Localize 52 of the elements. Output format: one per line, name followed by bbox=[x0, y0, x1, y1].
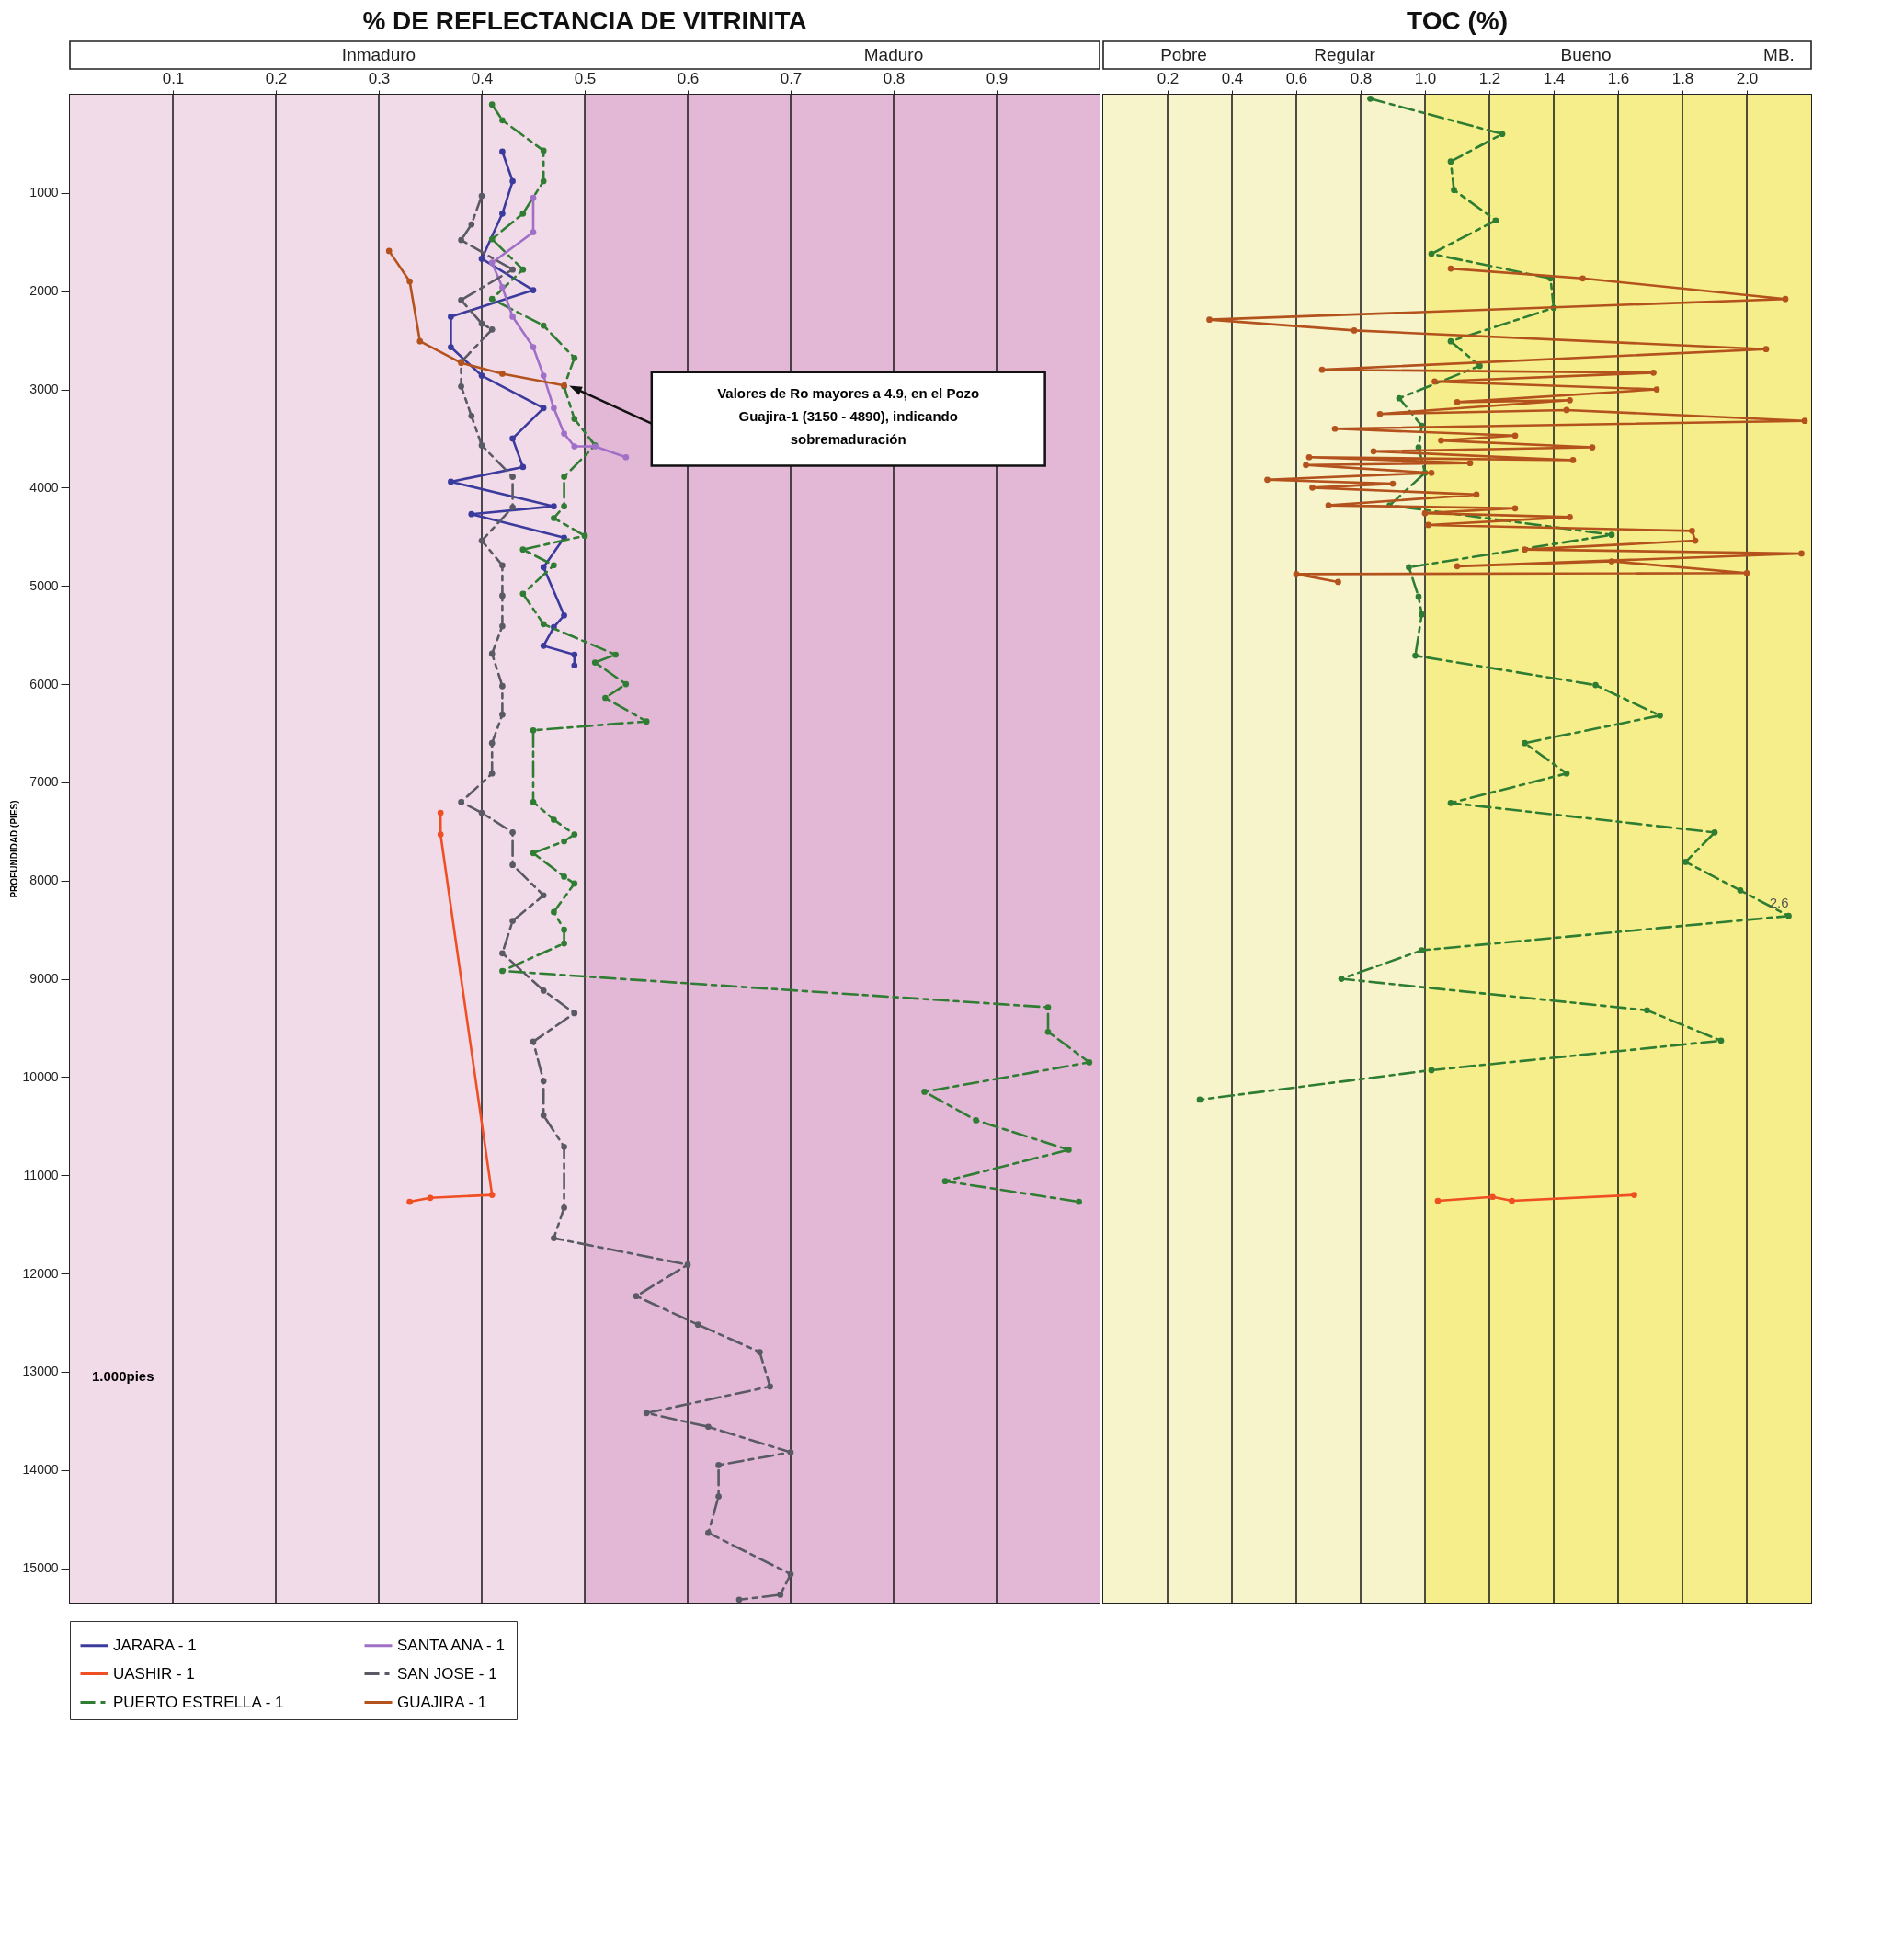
x-tick-label: 0.5 bbox=[574, 69, 597, 87]
x-tick-label: 0.9 bbox=[986, 69, 1009, 87]
y-axis-title: PROFUNDIDAD (PIES) bbox=[8, 800, 19, 898]
x-tick-label: 1.8 bbox=[1671, 69, 1694, 87]
annotation: Pobre bbox=[1160, 45, 1207, 64]
legend-label: PUERTO ESTRELLA - 1 bbox=[113, 1693, 284, 1711]
x-tick-label: 0.8 bbox=[1350, 69, 1373, 87]
y-tick-label: 11000 bbox=[23, 1167, 59, 1182]
y-tick-label: 8000 bbox=[29, 873, 59, 888]
x-tick-label: 0.6 bbox=[1285, 69, 1308, 87]
y-tick-label: 9000 bbox=[29, 971, 59, 987]
legend-label: JARARA - 1 bbox=[113, 1636, 197, 1654]
chart-title: TOC (%) bbox=[1407, 6, 1508, 36]
x-tick-label: 1.0 bbox=[1414, 69, 1437, 87]
x-tick-label: 0.6 bbox=[677, 69, 700, 87]
annotation: 2.6 bbox=[1769, 895, 1789, 911]
annotation: 1.000pies bbox=[92, 1368, 154, 1384]
x-tick-label: 0.7 bbox=[780, 69, 803, 87]
legend-label: UASHIR - 1 bbox=[113, 1664, 195, 1683]
legend-label: SAN JOSE - 1 bbox=[397, 1664, 497, 1683]
y-tick-label: 14000 bbox=[22, 1462, 59, 1478]
y-tick-label: 13000 bbox=[22, 1364, 59, 1379]
chart-title: % DE REFLECTANCIA DE VITRINITA bbox=[362, 6, 807, 36]
y-tick-label: 7000 bbox=[29, 774, 59, 790]
x-tick-label: 0.3 bbox=[368, 69, 391, 87]
y-tick-label: 4000 bbox=[29, 479, 59, 495]
y-tick-label: 6000 bbox=[29, 676, 59, 691]
annotation: Valores de Ro mayores a 4.9, en el Pozo Guajira-1 (3150 - 4890), indicando sobremaduración bbox=[717, 384, 980, 447]
legend-label: GUAJIRA - 1 bbox=[397, 1693, 487, 1711]
y-tick-label: 15000 bbox=[22, 1560, 59, 1576]
x-tick-label: 1.2 bbox=[1478, 69, 1501, 87]
y-tick-label: 3000 bbox=[29, 382, 59, 397]
annotation: Bueno bbox=[1560, 45, 1612, 64]
y-tick-label: 12000 bbox=[22, 1265, 59, 1281]
x-tick-label: 0.4 bbox=[471, 69, 494, 87]
x-tick-label: 1.4 bbox=[1543, 69, 1566, 87]
x-tick-label: 0.1 bbox=[162, 69, 185, 87]
annotation: Regular bbox=[1314, 45, 1376, 64]
x-tick-label: 0.2 bbox=[1157, 69, 1180, 87]
annotation: Maduro bbox=[863, 45, 924, 64]
y-tick-label: 10000 bbox=[22, 1068, 59, 1084]
x-tick-label: 0.4 bbox=[1221, 69, 1244, 87]
annotation: MB. bbox=[1763, 45, 1795, 64]
x-tick-label: 0.2 bbox=[265, 69, 288, 87]
y-tick-label: 2000 bbox=[29, 283, 59, 299]
x-tick-label: 2.0 bbox=[1736, 69, 1759, 87]
y-tick-label: 5000 bbox=[29, 577, 59, 593]
x-tick-label: 1.6 bbox=[1607, 69, 1630, 87]
legend-label: SANTA ANA - 1 bbox=[397, 1636, 505, 1654]
x-tick-label: 0.8 bbox=[883, 69, 906, 87]
annotation: Inmaduro bbox=[341, 45, 416, 64]
y-tick-label: 1000 bbox=[29, 185, 59, 200]
